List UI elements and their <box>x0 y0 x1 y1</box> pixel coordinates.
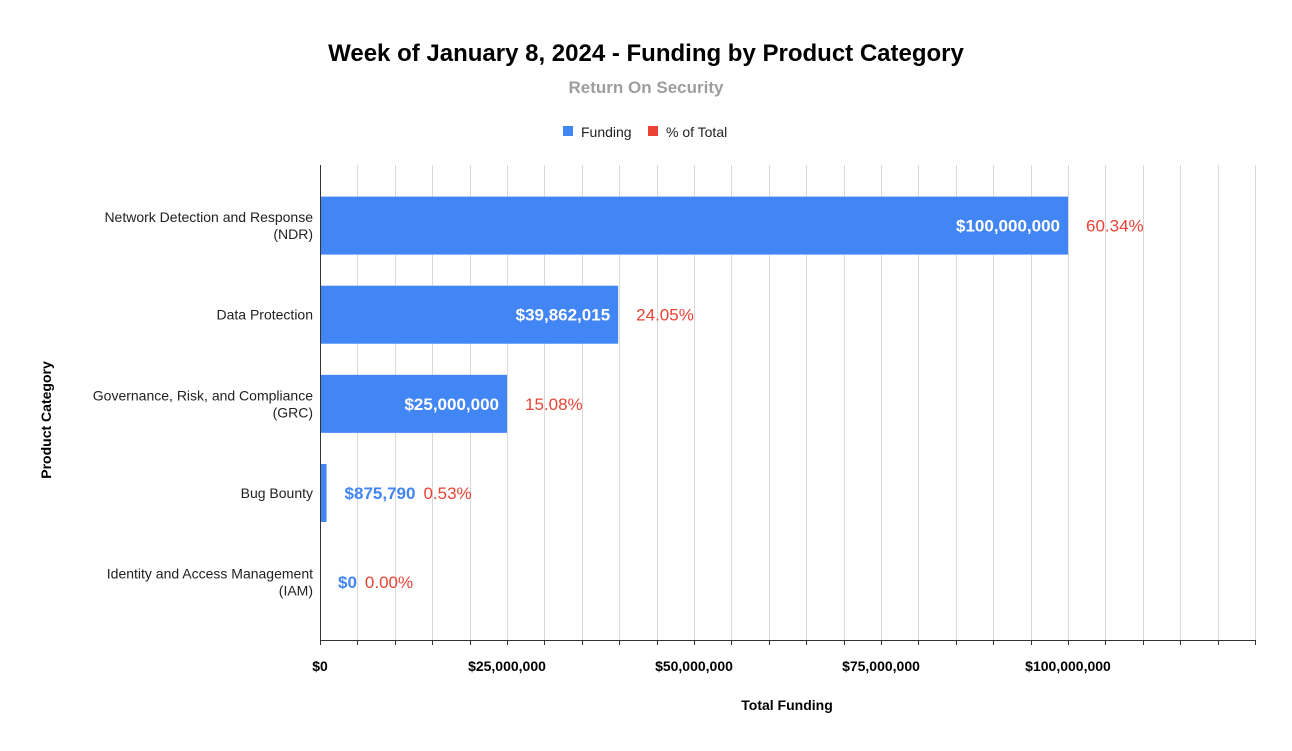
category-label: Network Detection and Response (NDR) <box>104 209 313 242</box>
data-label-funding: $0 <box>338 573 357 592</box>
category-label: Bug Bounty <box>241 485 313 501</box>
bar <box>320 285 619 344</box>
x-axis-title: Total Funding <box>741 697 833 713</box>
data-label-percent: 0.53% <box>423 484 471 503</box>
data-label-percent: 24.05% <box>636 306 694 325</box>
legend: Funding % of Total <box>563 124 727 140</box>
chart-title: Week of January 8, 2024 - Funding by Pro… <box>328 40 964 67</box>
x-tick-label: $100,000,000 <box>1025 658 1111 674</box>
legend-swatch-funding <box>563 126 573 136</box>
category-label: Identity and Access Management (IAM) <box>107 566 313 599</box>
bar <box>320 374 507 433</box>
x-tick-label: $0 <box>312 658 328 674</box>
x-tick-label: $25,000,000 <box>468 658 546 674</box>
data-label-percent: 60.34% <box>1086 217 1144 236</box>
x-tick-label: $50,000,000 <box>655 658 733 674</box>
data-label-percent: 15.08% <box>525 395 583 414</box>
x-tick-label: $75,000,000 <box>842 658 920 674</box>
data-label-percent: 0.00% <box>365 573 413 592</box>
category-labels: Network Detection and Response (NDR) Data … <box>93 209 313 598</box>
chart-subtitle: Return On Security <box>569 78 724 97</box>
legend-label-funding: Funding <box>581 124 632 140</box>
category-label: Governance, Risk, and Compliance (GRC) <box>93 387 313 420</box>
data-label-funding: $875,790 <box>345 484 416 503</box>
bars <box>320 196 1068 522</box>
data-label-funding: $39,862,015 <box>516 306 611 325</box>
y-axis-title: Product Category <box>38 361 54 479</box>
data-label-funding: $25,000,000 <box>404 395 499 414</box>
data-labels: $100,000,000 60.34% $39,862,015 24.05% $25,0… <box>338 217 1144 592</box>
axes: $0 $25,000,000 $50,000,000 $75,000,000 $100,… <box>312 165 1256 674</box>
bar <box>320 196 1068 255</box>
category-label: Data Protection <box>217 307 314 323</box>
data-label-funding: $100,000,000 <box>956 217 1060 236</box>
bar <box>320 463 327 522</box>
legend-label-percent: % of Total <box>666 124 727 140</box>
legend-swatch-percent <box>648 126 658 136</box>
